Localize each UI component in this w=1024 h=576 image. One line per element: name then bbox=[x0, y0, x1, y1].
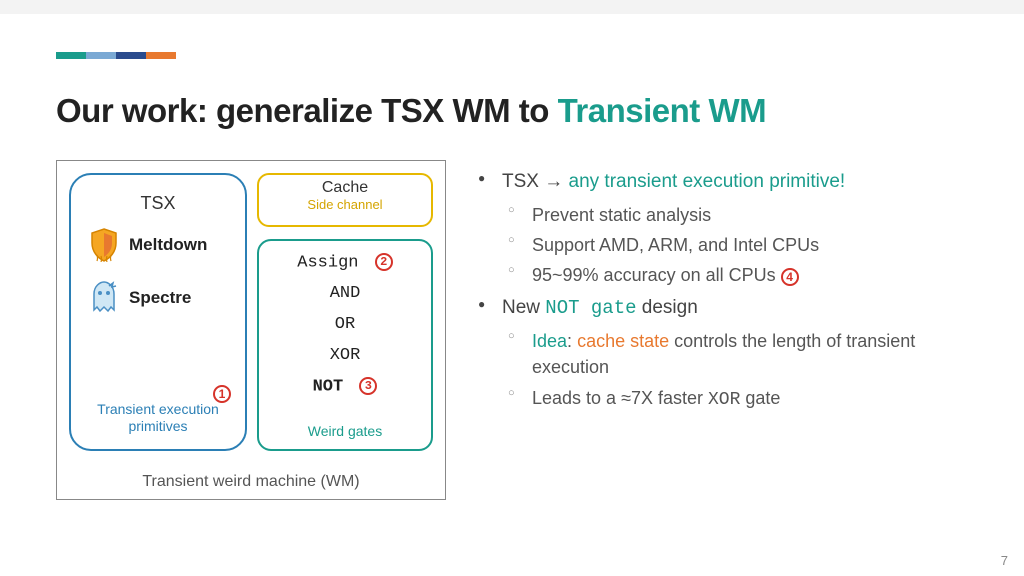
b1c-pre: 95~99% accuracy on all CPUs bbox=[532, 265, 781, 285]
b2a-mid: : bbox=[567, 331, 577, 351]
accent-seg-2 bbox=[86, 52, 116, 59]
b2a-idea: Idea bbox=[532, 331, 567, 351]
b2b-pre: Leads to a ≈7X faster bbox=[532, 388, 708, 408]
bullet-2a: Idea: cache state controls the length of… bbox=[478, 328, 978, 380]
wm-caption: Transient weird machine (WM) bbox=[57, 473, 445, 491]
top-gray-bar bbox=[0, 0, 1024, 14]
tsx-caption: Transient execution primitives bbox=[71, 401, 245, 435]
gates-box: Assign 2 AND OR XOR NOT 3 Weird gates bbox=[257, 239, 433, 451]
b2-post: design bbox=[637, 297, 698, 318]
gate-xor: XOR bbox=[259, 346, 431, 365]
spectre-label: Spectre bbox=[129, 288, 191, 308]
cache-subtitle: Side channel bbox=[259, 197, 431, 212]
b2-pre: New bbox=[502, 297, 545, 318]
title-highlight: Transient WM bbox=[558, 92, 767, 129]
b1-highlight: any transient execution primitive! bbox=[569, 171, 846, 192]
page-number: 7 bbox=[1001, 553, 1008, 568]
gate-assign: Assign 2 bbox=[259, 253, 431, 272]
tsx-box: TSX Meltdown Spectre 1 Transient executi… bbox=[69, 173, 247, 451]
accent-bar bbox=[56, 52, 176, 59]
b2-mono: NOT gate bbox=[545, 297, 636, 319]
spectre-icon bbox=[89, 280, 119, 316]
bullet-1a: Prevent static analysis bbox=[478, 202, 978, 228]
circled-1: 1 bbox=[213, 385, 231, 403]
gate-not: NOT 3 bbox=[259, 377, 431, 396]
spectre-row: Spectre bbox=[89, 280, 245, 316]
meltdown-row: Meltdown bbox=[89, 228, 245, 262]
tsx-caption-l1: Transient execution bbox=[97, 401, 219, 417]
slide-title: Our work: generalize TSX WM to Transient… bbox=[56, 92, 766, 130]
bullet-1c: 95~99% accuracy on all CPUs 4 bbox=[478, 262, 978, 288]
accent-seg-4 bbox=[146, 52, 176, 59]
gates-caption: Weird gates bbox=[259, 423, 431, 439]
bullet-1b: Support AMD, ARM, and Intel CPUs bbox=[478, 232, 978, 258]
cache-title: Cache bbox=[259, 179, 431, 197]
bullet-1: TSX → any transient execution primitive! bbox=[478, 168, 978, 196]
cache-box: Cache Side channel bbox=[257, 173, 433, 227]
meltdown-icon bbox=[89, 228, 119, 262]
tsx-caption-l2: primitives bbox=[128, 418, 187, 434]
bullet-2: New NOT gate design bbox=[478, 294, 978, 323]
diagram-frame: TSX Meltdown Spectre 1 Transient executi… bbox=[56, 160, 446, 500]
gate-not-label: NOT bbox=[313, 378, 344, 397]
tsx-label: TSX bbox=[71, 193, 245, 214]
bullet-2b: Leads to a ≈7X faster XOR gate bbox=[478, 385, 978, 413]
b1-pre: TSX → bbox=[502, 171, 569, 192]
circled-2: 2 bbox=[375, 253, 393, 271]
circled-3: 3 bbox=[359, 377, 377, 395]
b2b-post: gate bbox=[740, 388, 780, 408]
meltdown-label: Meltdown bbox=[129, 235, 207, 255]
circled-4: 4 bbox=[781, 268, 799, 286]
gate-or: OR bbox=[259, 315, 431, 334]
accent-seg-1 bbox=[56, 52, 86, 59]
bullet-list: TSX → any transient execution primitive!… bbox=[478, 168, 978, 417]
gate-and: AND bbox=[259, 284, 431, 303]
accent-seg-3 bbox=[116, 52, 146, 59]
title-prefix: Our work: generalize TSX WM to bbox=[56, 92, 558, 129]
b2a-cache: cache state bbox=[577, 331, 669, 351]
gate-assign-label: Assign bbox=[297, 253, 358, 272]
b2b-mono: XOR bbox=[708, 390, 740, 410]
